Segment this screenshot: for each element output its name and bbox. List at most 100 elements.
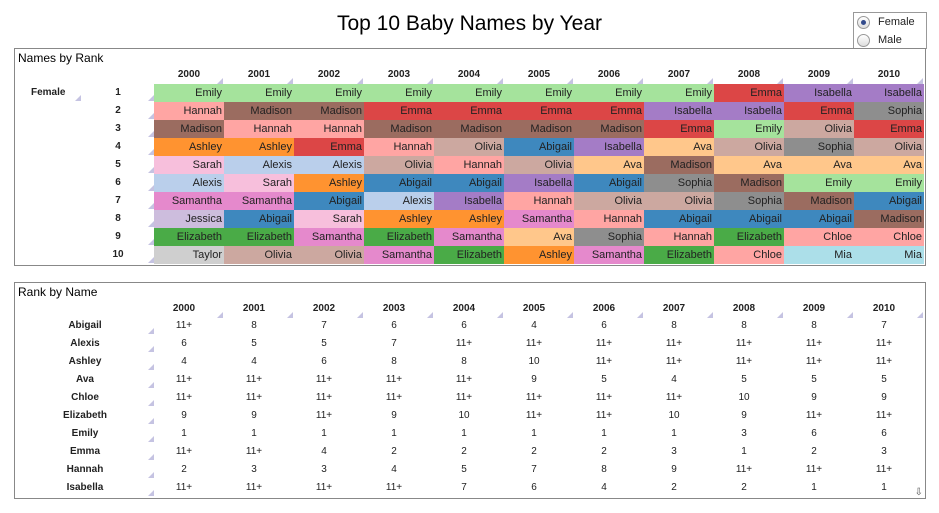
name-cell[interactable]: Samantha	[154, 192, 224, 210]
rank-cell[interactable]: 5	[741, 374, 747, 385]
name-cell[interactable]: Olivia	[294, 246, 364, 264]
column-header-year[interactable]: 2006	[592, 303, 616, 314]
sort-marker-icon[interactable]	[148, 149, 154, 155]
name-cell[interactable]: Isabella	[434, 192, 504, 210]
rank-cell[interactable]: 4	[391, 464, 397, 475]
rank-cell[interactable]: 1	[741, 446, 747, 457]
name-cell[interactable]: Emma	[714, 84, 784, 102]
name-cell[interactable]: Emily	[854, 174, 924, 192]
column-header-year[interactable]: 2009	[802, 303, 826, 314]
rank-cell[interactable]: 11+	[315, 392, 333, 403]
name-cell[interactable]: Elizabeth	[714, 228, 784, 246]
name-cell[interactable]: Isabella	[854, 84, 924, 102]
rank-cell[interactable]: 11+	[735, 338, 753, 349]
rank-cell[interactable]: 11+	[595, 392, 613, 403]
rank-cell[interactable]: 11+	[455, 374, 473, 385]
rank-cell[interactable]: 5	[461, 464, 467, 475]
name-cell[interactable]: Samantha	[434, 228, 504, 246]
sort-marker-icon[interactable]	[148, 221, 154, 227]
rank-cell[interactable]: 8	[671, 320, 677, 331]
sort-marker-icon[interactable]	[148, 203, 154, 209]
name-cell[interactable]: Elizabeth	[434, 246, 504, 264]
rank-cell[interactable]: 2	[671, 482, 677, 493]
rank-cell[interactable]: 11+	[875, 464, 893, 475]
name-cell[interactable]: Elizabeth	[154, 228, 224, 246]
name-cell[interactable]: Ashley	[504, 246, 574, 264]
sort-marker-icon[interactable]	[148, 400, 154, 406]
column-header-year[interactable]: 2010	[872, 303, 896, 314]
rank-cell[interactable]: 11+	[175, 392, 193, 403]
column-header-year[interactable]: 2008	[737, 69, 761, 80]
rank-cell[interactable]: 9	[391, 410, 397, 421]
rank-cell[interactable]: 4	[181, 356, 187, 367]
name-cell[interactable]: Sophia	[644, 174, 714, 192]
rank-cell[interactable]: 7	[531, 464, 537, 475]
rank-cell[interactable]: 9	[881, 392, 887, 403]
rank-cell[interactable]: 7	[321, 320, 327, 331]
name-cell[interactable]: Madison	[644, 156, 714, 174]
sort-marker-icon[interactable]	[427, 312, 433, 318]
sort-marker-icon[interactable]	[217, 312, 223, 318]
sort-marker-icon[interactable]	[148, 167, 154, 173]
name-cell[interactable]: Madison	[574, 120, 644, 138]
rank-cell[interactable]: 11+	[595, 338, 613, 349]
name-cell[interactable]: Sarah	[154, 156, 224, 174]
sort-marker-icon[interactable]	[148, 346, 154, 352]
column-header-year[interactable]: 2009	[807, 69, 831, 80]
rank-cell[interactable]: 5	[881, 374, 887, 385]
rank-cell[interactable]: 11+	[525, 410, 543, 421]
rank-cell[interactable]: 1	[321, 428, 327, 439]
name-cell[interactable]: Olivia	[224, 246, 294, 264]
rank-cell[interactable]: 11+	[385, 374, 403, 385]
name-cell[interactable]: Isabella	[714, 102, 784, 120]
rank-cell[interactable]: 11+	[875, 356, 893, 367]
rank-cell[interactable]: 2	[461, 446, 467, 457]
rank-cell[interactable]: 11+	[665, 338, 683, 349]
sort-marker-icon[interactable]	[148, 185, 154, 191]
sort-marker-icon[interactable]	[777, 312, 783, 318]
name-cell[interactable]: Isabella	[784, 84, 854, 102]
rank-cell[interactable]: 2	[811, 446, 817, 457]
radio-selected-icon[interactable]	[857, 15, 870, 29]
name-cell[interactable]: Sophia	[574, 228, 644, 246]
rank-cell[interactable]: 4	[321, 446, 327, 457]
rank-cell[interactable]: 11+	[175, 374, 193, 385]
rank-cell[interactable]: 6	[601, 320, 607, 331]
name-cell[interactable]: Jessica	[154, 210, 224, 228]
name-cell[interactable]: Madison	[364, 120, 434, 138]
sort-marker-icon[interactable]	[287, 312, 293, 318]
scroll-down-icon[interactable]: ⇩	[914, 487, 923, 498]
name-cell[interactable]: Madison	[714, 174, 784, 192]
name-cell[interactable]: Ava	[714, 156, 784, 174]
rank-cell[interactable]: 11+	[385, 392, 403, 403]
rank-cell[interactable]: 11+	[175, 320, 193, 331]
name-cell[interactable]: Hannah	[574, 210, 644, 228]
name-cell[interactable]: Hannah	[224, 120, 294, 138]
name-cell[interactable]: Abigail	[854, 192, 924, 210]
rank-cell[interactable]: 6	[391, 320, 397, 331]
rank-cell[interactable]: 11+	[735, 356, 753, 367]
name-cell[interactable]: Sophia	[714, 192, 784, 210]
rank-cell[interactable]: 11+	[175, 446, 193, 457]
rank-cell[interactable]: 10	[458, 410, 470, 421]
sort-marker-icon[interactable]	[148, 239, 154, 245]
name-cell[interactable]: Alexis	[294, 156, 364, 174]
sort-marker-icon[interactable]	[637, 312, 643, 318]
rank-cell[interactable]: 4	[671, 374, 677, 385]
rank-cell[interactable]: 9	[671, 464, 677, 475]
name-cell[interactable]: Abigail	[224, 210, 294, 228]
rank-cell[interactable]: 2	[181, 464, 187, 475]
sort-marker-icon[interactable]	[707, 312, 713, 318]
name-cell[interactable]: Olivia	[504, 156, 574, 174]
rank-cell[interactable]: 3	[251, 464, 257, 475]
rank-cell[interactable]: 11+	[875, 338, 893, 349]
rank-cell[interactable]: 4	[601, 482, 607, 493]
rank-cell[interactable]: 7	[461, 482, 467, 493]
sort-marker-icon[interactable]	[357, 78, 363, 84]
name-cell[interactable]: Isabella	[644, 102, 714, 120]
name-cell[interactable]: Samantha	[574, 246, 644, 264]
name-cell[interactable]: Madison	[224, 102, 294, 120]
rank-cell[interactable]: 11+	[595, 410, 613, 421]
name-cell[interactable]: Hannah	[434, 156, 504, 174]
name-cell[interactable]: Abigail	[784, 210, 854, 228]
